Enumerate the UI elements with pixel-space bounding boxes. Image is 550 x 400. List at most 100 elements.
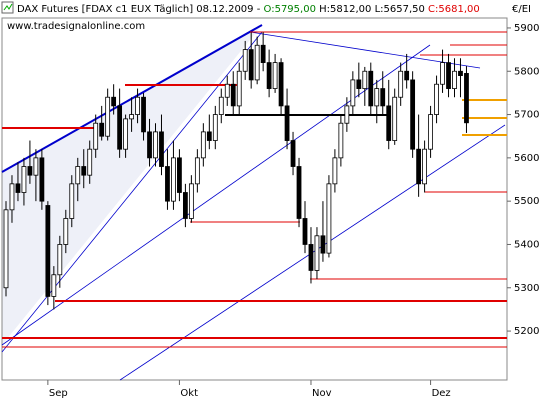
candle-body	[177, 157, 182, 193]
y-tick-label: 5700	[514, 110, 539, 121]
annotations	[1, 24, 507, 381]
candle-body	[410, 79, 416, 150]
candle-body	[27, 166, 33, 176]
chart-header: DAX Futures [FDAX c1 EUX Täglich] 08.12.…	[17, 4, 480, 15]
candle-body	[422, 148, 428, 185]
candle-body	[332, 157, 338, 185]
candle-body	[302, 218, 308, 245]
watermark: www.tradesignalonline.com	[7, 21, 145, 32]
candle-body	[165, 166, 170, 202]
channel-shade	[2, 25, 262, 345]
candle-body	[206, 131, 212, 141]
candle-body	[230, 83, 236, 107]
candle-body	[446, 62, 451, 89]
candle-body	[117, 105, 123, 150]
y-tick-label: 5400	[514, 239, 539, 250]
candle-body	[194, 157, 200, 185]
candle-body	[254, 44, 260, 81]
candle-body	[458, 70, 463, 76]
candle-body	[63, 218, 69, 245]
y-tick-label: 5900	[514, 23, 539, 34]
candle-body	[39, 157, 45, 202]
candle-body	[398, 70, 404, 98]
candle-body	[15, 183, 21, 193]
candle-body	[87, 148, 93, 176]
candle-body	[320, 235, 326, 254]
candle-body	[218, 96, 224, 115]
candle-body	[21, 166, 27, 193]
candle-body	[266, 62, 272, 89]
candle-body	[45, 205, 51, 297]
candle-body	[392, 96, 398, 141]
candle-body	[99, 122, 105, 137]
x-tick-label: Nov	[312, 388, 332, 399]
candle-body	[75, 166, 81, 185]
candle-body	[81, 166, 87, 176]
candle-body	[147, 131, 152, 159]
candle-body	[224, 83, 230, 98]
open-label: O:5795,00	[264, 4, 316, 15]
plot-frame	[1, 17, 508, 381]
candle-body	[129, 114, 134, 120]
candle-body	[452, 70, 457, 89]
candle-body	[356, 79, 362, 89]
y-tick-label: 5800	[514, 66, 539, 77]
y-tick-label: 5500	[514, 196, 539, 207]
candle-body	[123, 118, 128, 150]
candle-body	[338, 122, 344, 159]
candle-body	[9, 183, 15, 211]
candle-body	[380, 88, 386, 107]
candle-body	[416, 148, 422, 185]
candle-body	[374, 88, 380, 107]
candle-body	[326, 183, 332, 254]
candle-body	[272, 62, 278, 89]
candle-body	[362, 70, 368, 89]
candle-body	[278, 62, 284, 107]
candle-body	[57, 244, 63, 276]
candle-body	[284, 105, 290, 141]
candle-body	[434, 83, 439, 115]
y-tick-label: 5300	[514, 283, 539, 294]
candle-body	[248, 49, 254, 81]
candle-body	[93, 122, 99, 150]
candle-body	[135, 96, 140, 115]
chart-icon	[3, 3, 13, 11]
candle-body	[314, 235, 320, 271]
y-tick-label: 5200	[514, 326, 539, 337]
candle-body	[242, 49, 248, 72]
candle-body	[236, 70, 242, 107]
candle-body	[296, 166, 302, 219]
candle-body	[404, 70, 410, 81]
candle-body	[344, 105, 350, 124]
candle-body	[153, 131, 158, 159]
low-label: L:5657,50	[375, 4, 425, 15]
candle-body	[260, 44, 266, 63]
candle-body	[200, 131, 206, 159]
candle-body	[428, 114, 433, 150]
candle-body	[464, 73, 469, 124]
candle-body	[105, 96, 111, 137]
candle-body	[3, 209, 9, 289]
candle-body	[308, 244, 314, 271]
candle-body	[350, 79, 356, 107]
x-tick-label: Okt	[180, 388, 198, 399]
y-tick-label: 5600	[514, 153, 539, 164]
close-label: C:5681,00	[428, 4, 480, 15]
x-tick-label: Sep	[49, 388, 68, 399]
candle-body	[212, 114, 218, 141]
candle-body	[188, 183, 194, 219]
chart-title: DAX Futures [FDAX c1 EUX Täglich] 08.12.…	[17, 4, 261, 15]
candle-body	[182, 192, 188, 219]
candle-body	[440, 62, 445, 85]
trend-line	[249, 31, 481, 69]
y-axis-label: €/EI	[512, 4, 531, 15]
candle-body	[141, 96, 146, 133]
x-tick-label: Dez	[432, 388, 451, 399]
candle-body	[290, 140, 296, 167]
candle-body	[69, 183, 75, 219]
high-label: H:5812,00	[319, 4, 371, 15]
candles	[3, 32, 469, 310]
candle-body	[33, 157, 39, 176]
